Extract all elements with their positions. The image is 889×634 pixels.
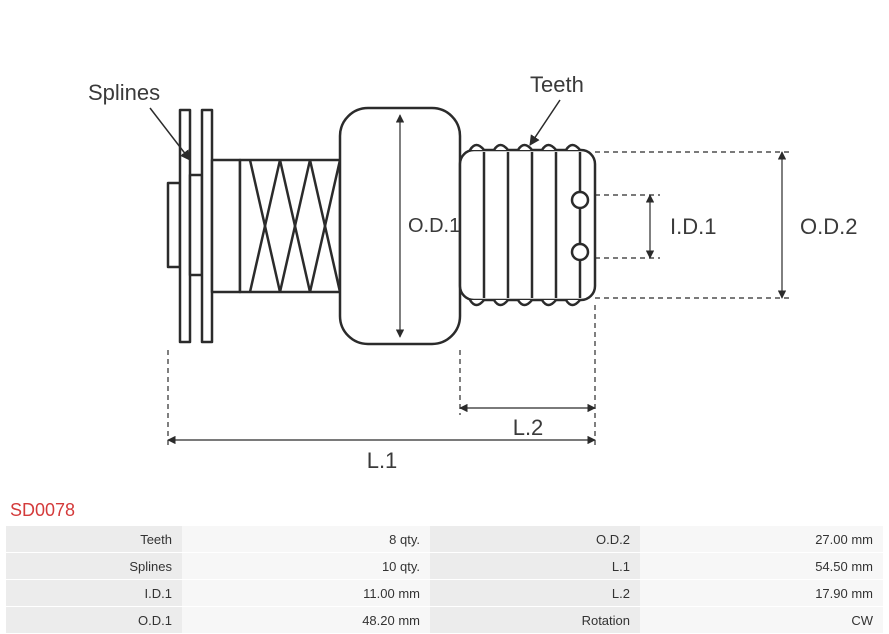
spec-value: 8 qty. (182, 526, 430, 552)
spec-value: 17.90 mm (640, 580, 883, 606)
spec-label: I.D.1 (6, 580, 182, 606)
specifications-table: Teeth 8 qty. O.D.2 27.00 mm Splines 10 q… (6, 525, 883, 634)
spec-value: 54.50 mm (640, 553, 883, 579)
spec-value: 11.00 mm (182, 580, 430, 606)
spec-value: 10 qty. (182, 553, 430, 579)
spec-label: Rotation (430, 607, 640, 633)
dim-od2-label: O.D.2 (800, 214, 857, 239)
table-row: O.D.1 48.20 mm Rotation CW (6, 607, 883, 633)
spec-value: CW (640, 607, 883, 633)
part-number: SD0078 (10, 500, 75, 521)
splines-label: Splines (88, 80, 160, 105)
dim-id1-label: I.D.1 (670, 214, 716, 239)
spec-value: 27.00 mm (640, 526, 883, 552)
teeth-callout (530, 100, 560, 145)
spec-label: L.2 (430, 580, 640, 606)
dim-l2-label: L.2 (513, 415, 544, 440)
technical-diagram: L.1 L.2 O.D.2 I.D.1 (0, 0, 889, 490)
spec-label: L.1 (430, 553, 640, 579)
table-row: Teeth 8 qty. O.D.2 27.00 mm (6, 526, 883, 552)
spec-label: Teeth (6, 526, 182, 552)
spec-value: 48.20 mm (182, 607, 430, 633)
dim-id1 (595, 195, 660, 258)
table-row: Splines 10 qty. L.1 54.50 mm (6, 553, 883, 579)
dim-od1-label: O.D.1 (408, 215, 460, 237)
dim-l1-label: L.1 (367, 448, 398, 473)
dim-l2 (460, 350, 595, 415)
table-row: I.D.1 11.00 mm L.2 17.90 mm (6, 580, 883, 606)
spec-label: Splines (6, 553, 182, 579)
spec-label: O.D.1 (6, 607, 182, 633)
spec-label: O.D.2 (430, 526, 640, 552)
teeth-label: Teeth (530, 72, 584, 97)
